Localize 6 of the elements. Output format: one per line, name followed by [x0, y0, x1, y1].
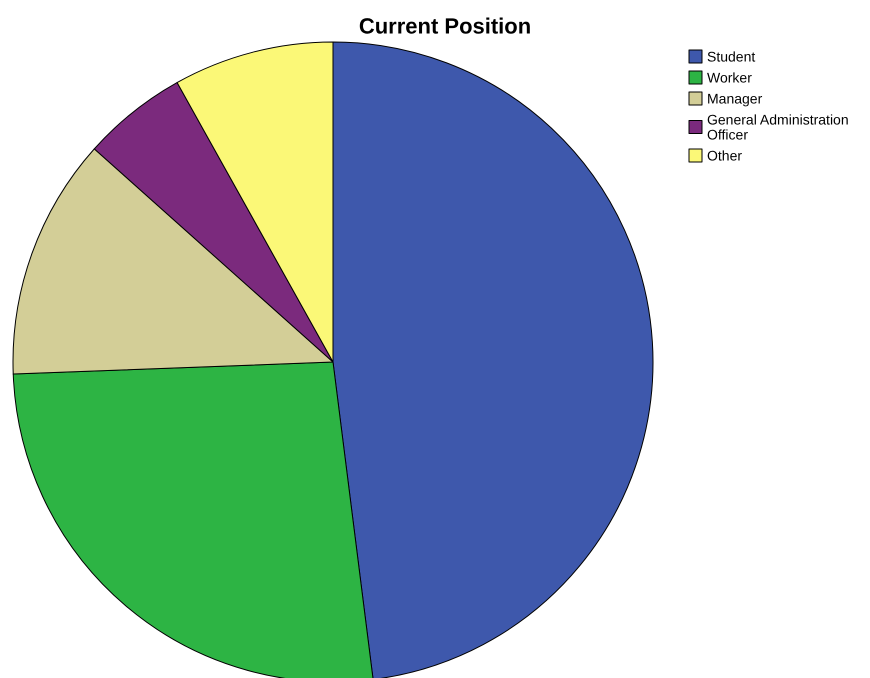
chart-title: Current Position [358, 14, 532, 38]
legend-label: General Administration Officer [707, 112, 853, 142]
legend-label: Student [707, 48, 756, 64]
legend-label: Other [707, 148, 742, 164]
legend-label: Worker [707, 70, 752, 86]
legend-label: Manager [707, 90, 763, 106]
